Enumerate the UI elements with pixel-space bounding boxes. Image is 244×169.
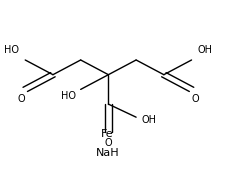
Text: OH: OH bbox=[142, 115, 157, 125]
Text: HO: HO bbox=[4, 45, 20, 55]
Text: HO: HO bbox=[61, 91, 76, 101]
Text: Fe: Fe bbox=[101, 129, 113, 139]
Text: OH: OH bbox=[197, 45, 212, 55]
Text: NaH: NaH bbox=[95, 148, 119, 158]
Text: O: O bbox=[191, 94, 199, 104]
Text: O: O bbox=[18, 94, 26, 104]
Text: O: O bbox=[105, 138, 112, 148]
